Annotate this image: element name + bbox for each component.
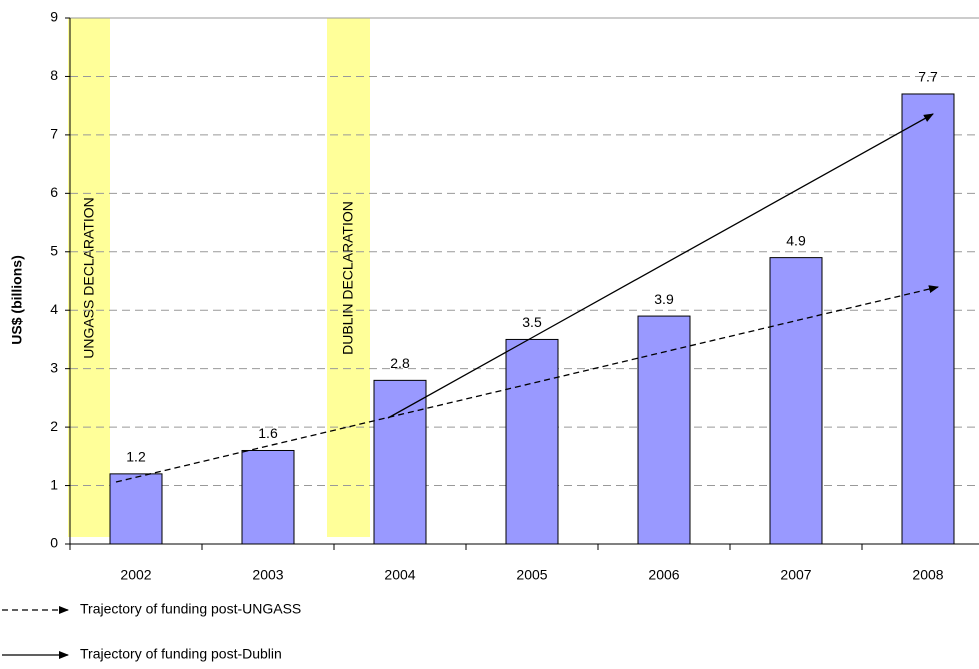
- x-tick-label: 2006: [648, 567, 679, 583]
- bar: [241, 449, 295, 545]
- value-label: 2.8: [390, 355, 410, 371]
- value-label: 3.9: [654, 291, 674, 307]
- annotation: DUBLIN DECLARATION: [340, 201, 356, 355]
- y-tick-label: 5: [50, 242, 58, 258]
- y-tick-label: 1: [50, 476, 58, 492]
- plot: 0 1 2 3 4 5 6 7 8 9 2002 1.2 2003 1.6 2004 2.8 2005 3.5 20…: [50, 9, 979, 583]
- value-label: 1.6: [258, 425, 278, 441]
- value-label: 7.7: [918, 69, 938, 85]
- x-tick-label: 2008: [912, 567, 943, 583]
- x-tick-label: 2002: [120, 567, 151, 583]
- trajectory-dublin: [387, 113, 934, 419]
- x-tick-label: 2004: [384, 567, 415, 583]
- y-tick-label: 2: [50, 418, 58, 434]
- bar: [637, 315, 691, 545]
- y-tick-label: 4: [50, 301, 58, 317]
- bar: [901, 93, 955, 545]
- legend-label: Trajectory of funding post-UNGASS: [80, 601, 301, 617]
- value-label: 4.9: [786, 232, 806, 248]
- annotation: UNGASS DECLARATION: [81, 197, 97, 359]
- legend-label: Trajectory of funding post-Dublin: [80, 646, 282, 662]
- value-label: 3.5: [522, 314, 542, 330]
- y-tick-label: 9: [50, 9, 58, 25]
- y-tick-label: 6: [50, 184, 58, 200]
- bar: [505, 338, 559, 545]
- value-label: 1.2: [126, 449, 146, 465]
- bar: [109, 473, 163, 545]
- y-tick-label: 7: [50, 126, 58, 142]
- y-tick-label: 0: [50, 535, 58, 551]
- bar: [373, 379, 427, 545]
- trajectory-ungass: [115, 285, 939, 483]
- y-tick-label: 8: [50, 67, 58, 83]
- x-tick-label: 2005: [516, 567, 547, 583]
- bar: [769, 257, 823, 545]
- y-axis-label: US$ (billions): [9, 255, 25, 344]
- ungass-band: [68, 18, 110, 537]
- dublin-band: [327, 18, 370, 537]
- x-tick-label: 2003: [252, 567, 283, 583]
- x-tick-label: 2007: [780, 567, 811, 583]
- y-tick-label: 3: [50, 359, 58, 375]
